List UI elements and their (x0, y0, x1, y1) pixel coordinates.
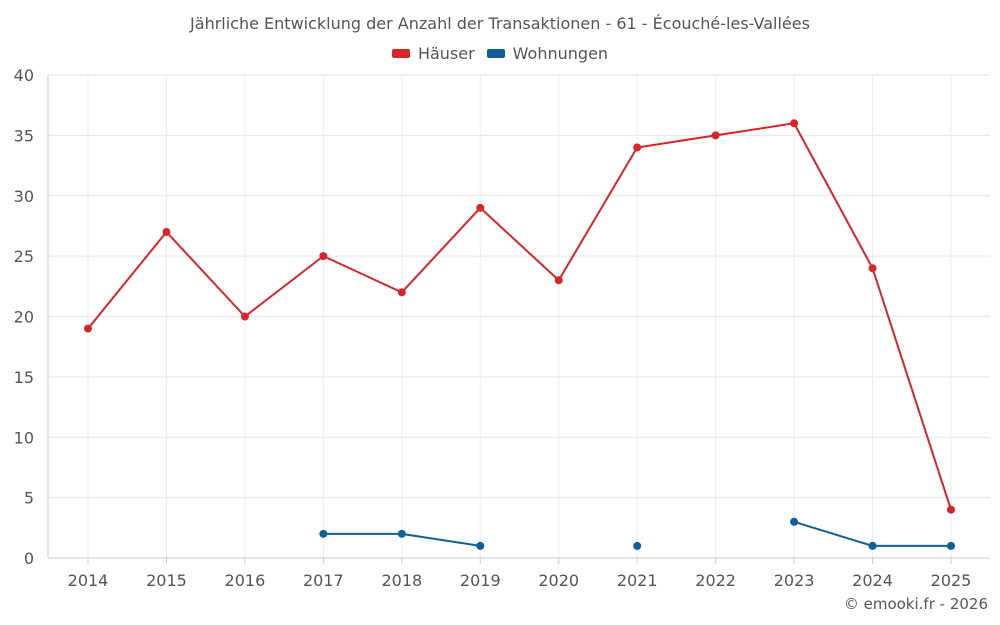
y-tick-label: 10 (14, 428, 34, 447)
legend-swatch-wohnungen (486, 49, 505, 58)
y-tick-label: 35 (14, 126, 34, 145)
x-tick-label: 2014 (68, 571, 109, 590)
legend-label-haeuser: Häuser (417, 44, 475, 63)
data-point-wohnungen (476, 541, 485, 550)
x-tick-label: 2018 (381, 571, 422, 590)
y-tick-label: 20 (14, 308, 34, 327)
data-point-wohnungen (319, 529, 328, 538)
data-point-wohnungen (868, 541, 877, 550)
legend-item-haeuser[interactable]: Häuser (391, 44, 475, 63)
y-tick-label: 40 (14, 66, 34, 85)
x-tick-label: 2020 (538, 571, 579, 590)
copyright-text: © emooki.fr - 2026 (843, 595, 988, 613)
data-point-haeuser (162, 227, 171, 236)
data-point-haeuser (319, 252, 328, 261)
x-tick-label: 2017 (303, 571, 344, 590)
data-point-haeuser (240, 312, 249, 321)
x-tick-label: 2024 (852, 571, 893, 590)
data-point-haeuser (947, 505, 955, 514)
y-tick-label: 15 (14, 368, 34, 387)
data-point-haeuser (84, 324, 92, 333)
x-tick-label: 2019 (460, 571, 501, 590)
x-tick-label: 2015 (146, 571, 187, 590)
data-point-wohnungen (633, 541, 642, 550)
x-tick-label: 2022 (695, 571, 736, 590)
data-point-wohnungen (947, 541, 955, 550)
y-tick-label: 30 (14, 187, 34, 206)
data-point-haeuser (554, 276, 563, 285)
data-point-haeuser (476, 203, 485, 212)
data-point-wohnungen (790, 517, 799, 526)
data-point-haeuser (711, 131, 720, 140)
legend-item-wohnungen[interactable]: Wohnungen (486, 44, 609, 63)
y-tick-label: 25 (14, 247, 34, 266)
legend-label-wohnungen: Wohnungen (512, 44, 609, 63)
x-tick-label: 2023 (774, 571, 815, 590)
x-tick-label: 2016 (225, 571, 266, 590)
x-tick-label: 2025 (931, 571, 972, 590)
y-tick-label: 0 (24, 549, 34, 568)
data-point-wohnungen (397, 529, 406, 538)
legend-swatch-haeuser (391, 49, 410, 58)
series-line-haeuser (87, 122, 952, 511)
x-tick-label: 2021 (617, 571, 658, 590)
data-point-haeuser (397, 288, 406, 297)
data-point-haeuser (868, 264, 877, 273)
chart-title: Jährliche Entwicklung der Anzahl der Tra… (190, 14, 810, 33)
y-tick-label: 5 (24, 489, 34, 508)
legend: Häuser Wohnungen (0, 44, 1000, 63)
data-point-haeuser (633, 143, 642, 152)
data-point-haeuser (790, 119, 799, 128)
